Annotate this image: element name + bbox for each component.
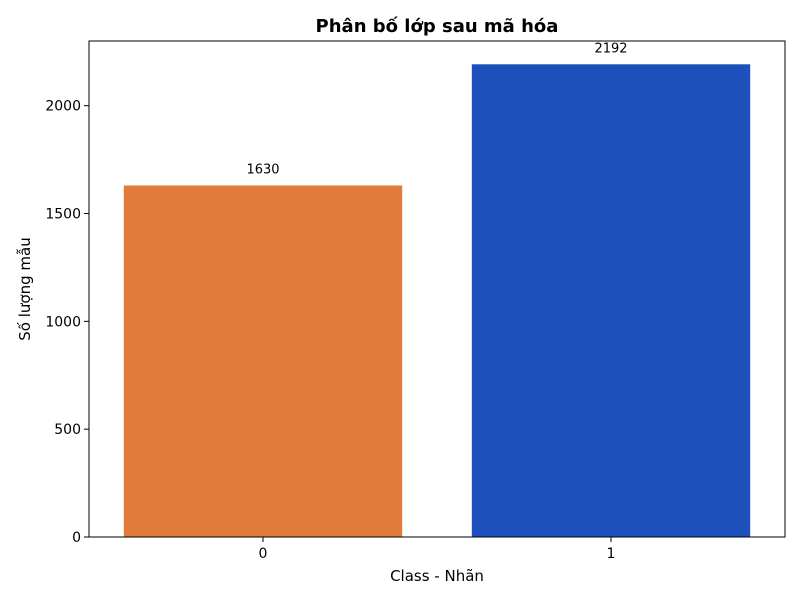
bar-1	[471, 64, 751, 537]
y-tick-label: 1000	[45, 314, 81, 330]
y-tick-label: 2000	[45, 99, 81, 115]
data-label: 1630	[246, 162, 279, 177]
x-tick-label: 1	[607, 546, 616, 562]
y-axis-label: Số lượng mẫu	[16, 237, 34, 340]
y-tick-label: 1500	[45, 207, 81, 223]
bar-0	[123, 185, 403, 538]
x-axis-label: Class - Nhãn	[390, 567, 484, 585]
x-tick-label: 0	[259, 546, 268, 562]
data-label: 2192	[594, 41, 627, 56]
chart-title: Phân bố lớp sau mã hóa	[316, 16, 559, 37]
y-tick-label: 0	[72, 530, 81, 546]
plot-area: 0 500 1000 1500 2000 1630 0 2192 1	[45, 41, 751, 562]
y-tick-label: 500	[54, 422, 81, 438]
plot-frame	[88, 40, 786, 538]
